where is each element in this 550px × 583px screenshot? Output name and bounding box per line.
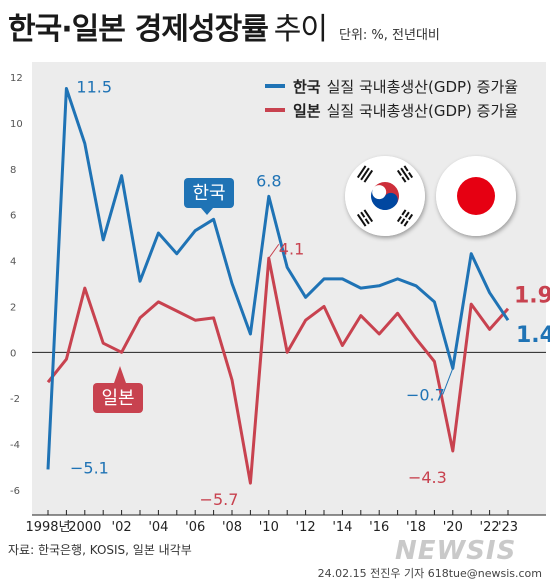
y-tick-label: -4 [10,440,20,451]
data-label: 4.1 [279,239,304,258]
plot-background [32,62,546,515]
x-tick-label: '22 [480,520,500,535]
x-tick-label: '12 [296,520,316,535]
unit-label: 단위: %, 전년대비 [339,28,440,43]
x-tick-label: '18 [406,520,426,535]
x-tick-label: 1998년 [25,520,70,535]
title-topic: 경제성장률 [134,12,269,47]
x-tick-label: '06 [185,520,205,535]
data-label: 1.9 [514,284,550,309]
callout-label: 일본 [101,388,134,409]
y-tick-label: 4 [10,257,16,268]
callout-pointer [114,366,126,383]
newsis-watermark: NEWSIS [395,536,517,566]
y-tick-label: 8 [10,165,16,176]
data-label: −0.7 [406,385,445,404]
data-label: −5.1 [70,458,109,477]
callout-box [93,383,143,413]
title-suffix: 추이 [273,12,328,47]
y-tick-label: 2 [10,302,16,313]
y-tick-label: 6 [10,211,16,222]
title-main: 한국·일본 [8,12,126,47]
callout-box [184,178,234,208]
x-tick-label: '16 [369,520,389,535]
legend-swatch-japan [265,108,285,112]
legend-country-korea: 한국 [293,77,321,96]
source-note: 자료: 한국은행, KOSIS, 일본 내각부 [8,543,192,557]
legend: 한국 실질 국내총생산(GDP) 증가율 일본 실질 국내총생산(GDP) 증가… [265,74,518,122]
label-leader-line [442,368,454,395]
data-label: −4.3 [408,468,447,487]
y-tick-label: 0 [10,348,16,359]
series-line-japan [46,256,510,485]
y-tick-label: -6 [10,486,20,497]
y-tick-label: 12 [10,73,23,84]
x-tick-label: 2000 [68,520,101,535]
callout-label: 한국 [192,183,225,204]
legend-country-japan: 일본 [293,101,321,120]
x-tick-label: '04 [148,520,168,535]
data-label: 11.5 [76,77,112,96]
y-tick-label: -2 [10,394,20,405]
x-tick-label: '10 [259,520,279,535]
legend-item-japan: 일본 실질 국내총생산(GDP) 증가율 [265,98,518,122]
y-tick-label: 10 [10,119,23,130]
x-tick-label: '20 [443,520,463,535]
data-label: −5.7 [200,490,239,509]
x-tick-label: '08 [222,520,242,535]
credit-line: 24.02.15 전진우 기자 618tue@newsis.com [317,567,542,580]
legend-swatch-korea [265,84,285,88]
data-labels: −5.1 11.5 6.8 −0.7 1.4 −5.7 4.1 −4.3 1.9 [70,77,550,509]
callout-pointer [201,208,213,215]
y-axis-ticks: -6 -4 -2 0 2 4 6 8 10 12 [10,73,23,497]
x-tick-label: '14 [332,520,352,535]
series-line-korea [46,87,510,470]
legend-label-korea: 실질 국내총생산(GDP) 증가율 [326,77,519,96]
chart-title: 한국·일본 경제성장률 추이 단위: %, 전년대비 [8,4,440,48]
japan-flag-icon [436,156,516,236]
korea-flag-icon [345,156,425,236]
x-tick-label: '23 [498,520,518,535]
legend-item-korea: 한국 실질 국내총생산(GDP) 증가율 [265,74,518,98]
label-leader-line [268,243,280,259]
legend-label-japan: 실질 국내총생산(GDP) 증가율 [326,101,519,120]
data-label: 1.4 [516,323,550,348]
x-tick-label: '02 [112,520,132,535]
data-label: 6.8 [256,171,281,190]
